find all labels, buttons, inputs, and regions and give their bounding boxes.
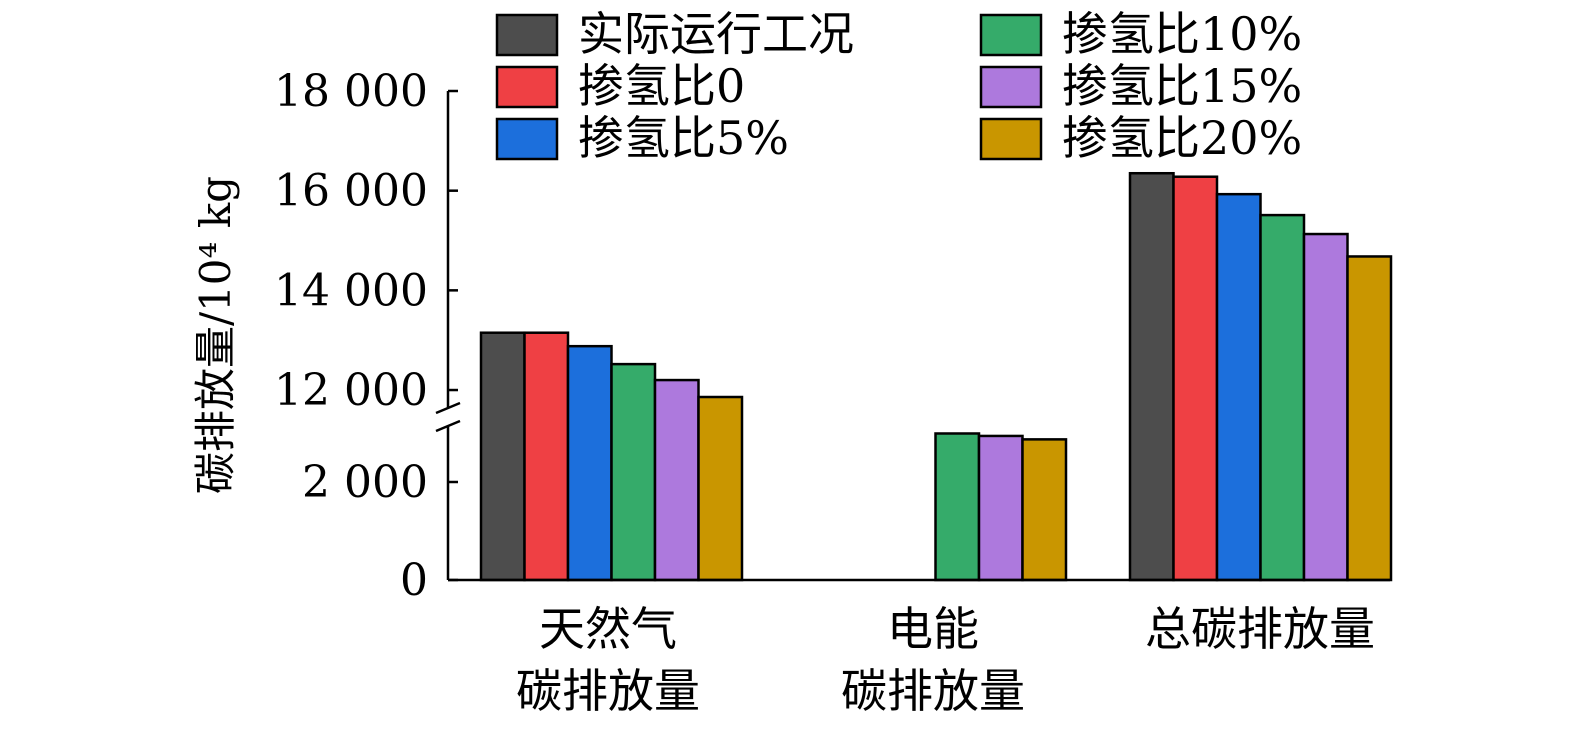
bar <box>697 395 744 582</box>
x-category-label: 碳排放量 <box>516 664 700 718</box>
y-tick-label: 18 000 <box>274 66 428 117</box>
legend-swatch <box>495 65 559 109</box>
bar <box>934 432 981 582</box>
legend-label: 实际运行工况 <box>578 7 854 61</box>
x-category-label: 电能 <box>887 602 979 656</box>
bar <box>1128 171 1175 582</box>
legend-label: 掺氢比15% <box>1062 59 1302 113</box>
bar <box>1259 213 1306 582</box>
y-axis-label: 碳排放量/10⁴ kg <box>191 176 240 494</box>
legend-label: 掺氢比10% <box>1062 7 1302 61</box>
bars-layer <box>479 171 1393 582</box>
x-category-label: 总碳排放量 <box>1145 602 1375 656</box>
legend-swatch <box>495 117 559 161</box>
axis-break-mark <box>435 401 461 415</box>
bar <box>1346 255 1393 582</box>
legend-label: 掺氢比5% <box>578 111 789 165</box>
axis-break-mark <box>435 419 461 433</box>
bar <box>479 331 526 582</box>
bar <box>610 362 657 582</box>
legend-label: 掺氢比20% <box>1062 111 1302 165</box>
bar <box>1215 192 1262 582</box>
y-tick-label: 0 <box>400 555 428 606</box>
bar <box>653 378 700 582</box>
x-category-label: 碳排放量 <box>841 664 1025 718</box>
legend-swatch <box>979 65 1043 109</box>
legend-label: 掺氢比0 <box>578 59 745 113</box>
legend-swatch <box>495 13 559 57</box>
bar <box>523 331 570 582</box>
bar <box>1021 438 1068 582</box>
y-tick-label: 2 000 <box>302 457 428 508</box>
bar <box>977 434 1024 582</box>
x-category-label: 天然气 <box>539 602 677 656</box>
bar <box>566 344 613 582</box>
y-tick-label: 12 000 <box>274 365 428 416</box>
bar <box>1302 232 1349 582</box>
bar <box>1172 175 1219 582</box>
y-tick-label: 14 000 <box>274 265 428 316</box>
legend-swatch <box>979 117 1043 161</box>
legend-swatch <box>979 13 1043 57</box>
y-tick-label: 16 000 <box>274 166 428 217</box>
